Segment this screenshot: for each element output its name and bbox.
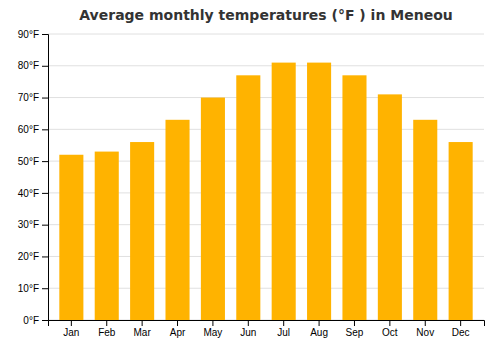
tick-label: Jun <box>240 327 256 338</box>
bar <box>201 98 225 320</box>
bar <box>449 142 473 320</box>
bar <box>413 120 437 320</box>
y-tick: 60°F <box>18 124 48 135</box>
tick-mark <box>42 129 48 130</box>
tick-label: 70°F <box>18 92 39 103</box>
tick-label: Oct <box>382 327 398 338</box>
x-tick: Mar <box>134 320 152 338</box>
tick-label: 40°F <box>18 188 39 199</box>
bar <box>272 63 296 320</box>
tick-mark <box>42 193 48 194</box>
tick-label: Apr <box>170 327 186 338</box>
bar <box>59 155 83 320</box>
y-tick: 30°F <box>18 219 48 230</box>
tick-mark <box>42 320 48 321</box>
tick-mark <box>142 320 143 326</box>
tick-mark <box>42 161 48 162</box>
tick-mark <box>248 320 249 326</box>
y-axis: 0°F 10°F 20°F 30°F 40°F 50°F 60°F 70°F 80°F 90°F <box>18 29 49 326</box>
bar <box>165 120 189 320</box>
tick-mark <box>71 320 72 326</box>
tick-label: Jan <box>63 327 79 338</box>
tick-label: 90°F <box>18 29 39 40</box>
tick-mark <box>42 225 48 226</box>
x-axis: Jan Feb Mar Apr May Jun Jul Aug Sep Oct Nov Dec <box>49 320 485 338</box>
y-tick: 40°F <box>18 188 48 199</box>
x-tick: Nov <box>416 320 434 338</box>
tick-label: 30°F <box>18 219 39 230</box>
bar <box>236 75 260 320</box>
tick-label: 80°F <box>18 60 39 71</box>
tick-label: Nov <box>416 327 434 338</box>
tick-mark <box>460 320 461 326</box>
tick-mark <box>106 320 107 326</box>
tick-mark <box>42 256 48 257</box>
tick-label: Sep <box>346 327 364 338</box>
tick-mark <box>283 320 284 326</box>
tick-mark <box>42 98 48 99</box>
tick-label: 20°F <box>18 251 39 262</box>
y-tick: 20°F <box>18 251 48 262</box>
y-tick: 90°F <box>18 29 48 40</box>
tick-label: Aug <box>310 327 328 338</box>
bar <box>307 63 331 320</box>
tick-label: 60°F <box>18 124 39 135</box>
tick-label: May <box>203 327 222 338</box>
x-tick: Aug <box>310 320 328 338</box>
tick-mark <box>42 288 48 289</box>
grid-line <box>48 97 484 98</box>
x-tick: Feb <box>98 320 116 338</box>
axis-line <box>49 321 485 327</box>
tick-mark <box>425 320 426 326</box>
x-tick: Jul <box>277 320 290 338</box>
y-tick: 50°F <box>18 156 48 167</box>
title: Average monthly temperatures (°F ) in Me… <box>79 7 452 23</box>
tick-mark <box>177 320 178 326</box>
axis-line <box>42 35 49 321</box>
tick-mark <box>319 320 320 326</box>
plot: 0°F 10°F 20°F 30°F 40°F 50°F 60°F 70°F 80°F 90°F J… <box>18 29 485 338</box>
y-tick: 0°F <box>23 315 48 326</box>
y-tick: 80°F <box>18 60 48 71</box>
tick-mark <box>212 320 213 326</box>
x-tick: May <box>203 320 222 338</box>
tick-mark <box>389 320 390 326</box>
tick-label: 10°F <box>18 283 39 294</box>
x-tick: Oct <box>382 320 398 338</box>
tick-label: 0°F <box>23 315 39 326</box>
bar <box>378 94 402 320</box>
y-tick: 70°F <box>18 92 48 103</box>
grid-line <box>48 34 484 35</box>
tick-label: Dec <box>452 327 470 338</box>
tick-label: Jul <box>277 327 290 338</box>
bars <box>59 63 472 320</box>
bar <box>95 152 119 320</box>
tick-label: 50°F <box>18 156 39 167</box>
tick-label: Feb <box>98 327 116 338</box>
bar <box>130 142 154 320</box>
tick-label: Mar <box>134 327 152 338</box>
x-tick: Sep <box>346 320 364 338</box>
tick-mark <box>42 34 48 35</box>
bar <box>342 75 366 320</box>
tick-mark <box>354 320 355 326</box>
grid <box>48 34 484 320</box>
tick-mark <box>42 66 48 67</box>
y-tick: 10°F <box>18 283 48 294</box>
x-tick: Dec <box>452 320 470 338</box>
grid-line <box>48 65 484 66</box>
x-tick: Jan <box>63 320 79 338</box>
chart: 0°F 10°F 20°F 30°F 40°F 50°F 60°F 70°F 80°F 90°F J… <box>0 0 500 350</box>
x-tick: Apr <box>170 320 186 338</box>
x-tick: Jun <box>240 320 256 338</box>
